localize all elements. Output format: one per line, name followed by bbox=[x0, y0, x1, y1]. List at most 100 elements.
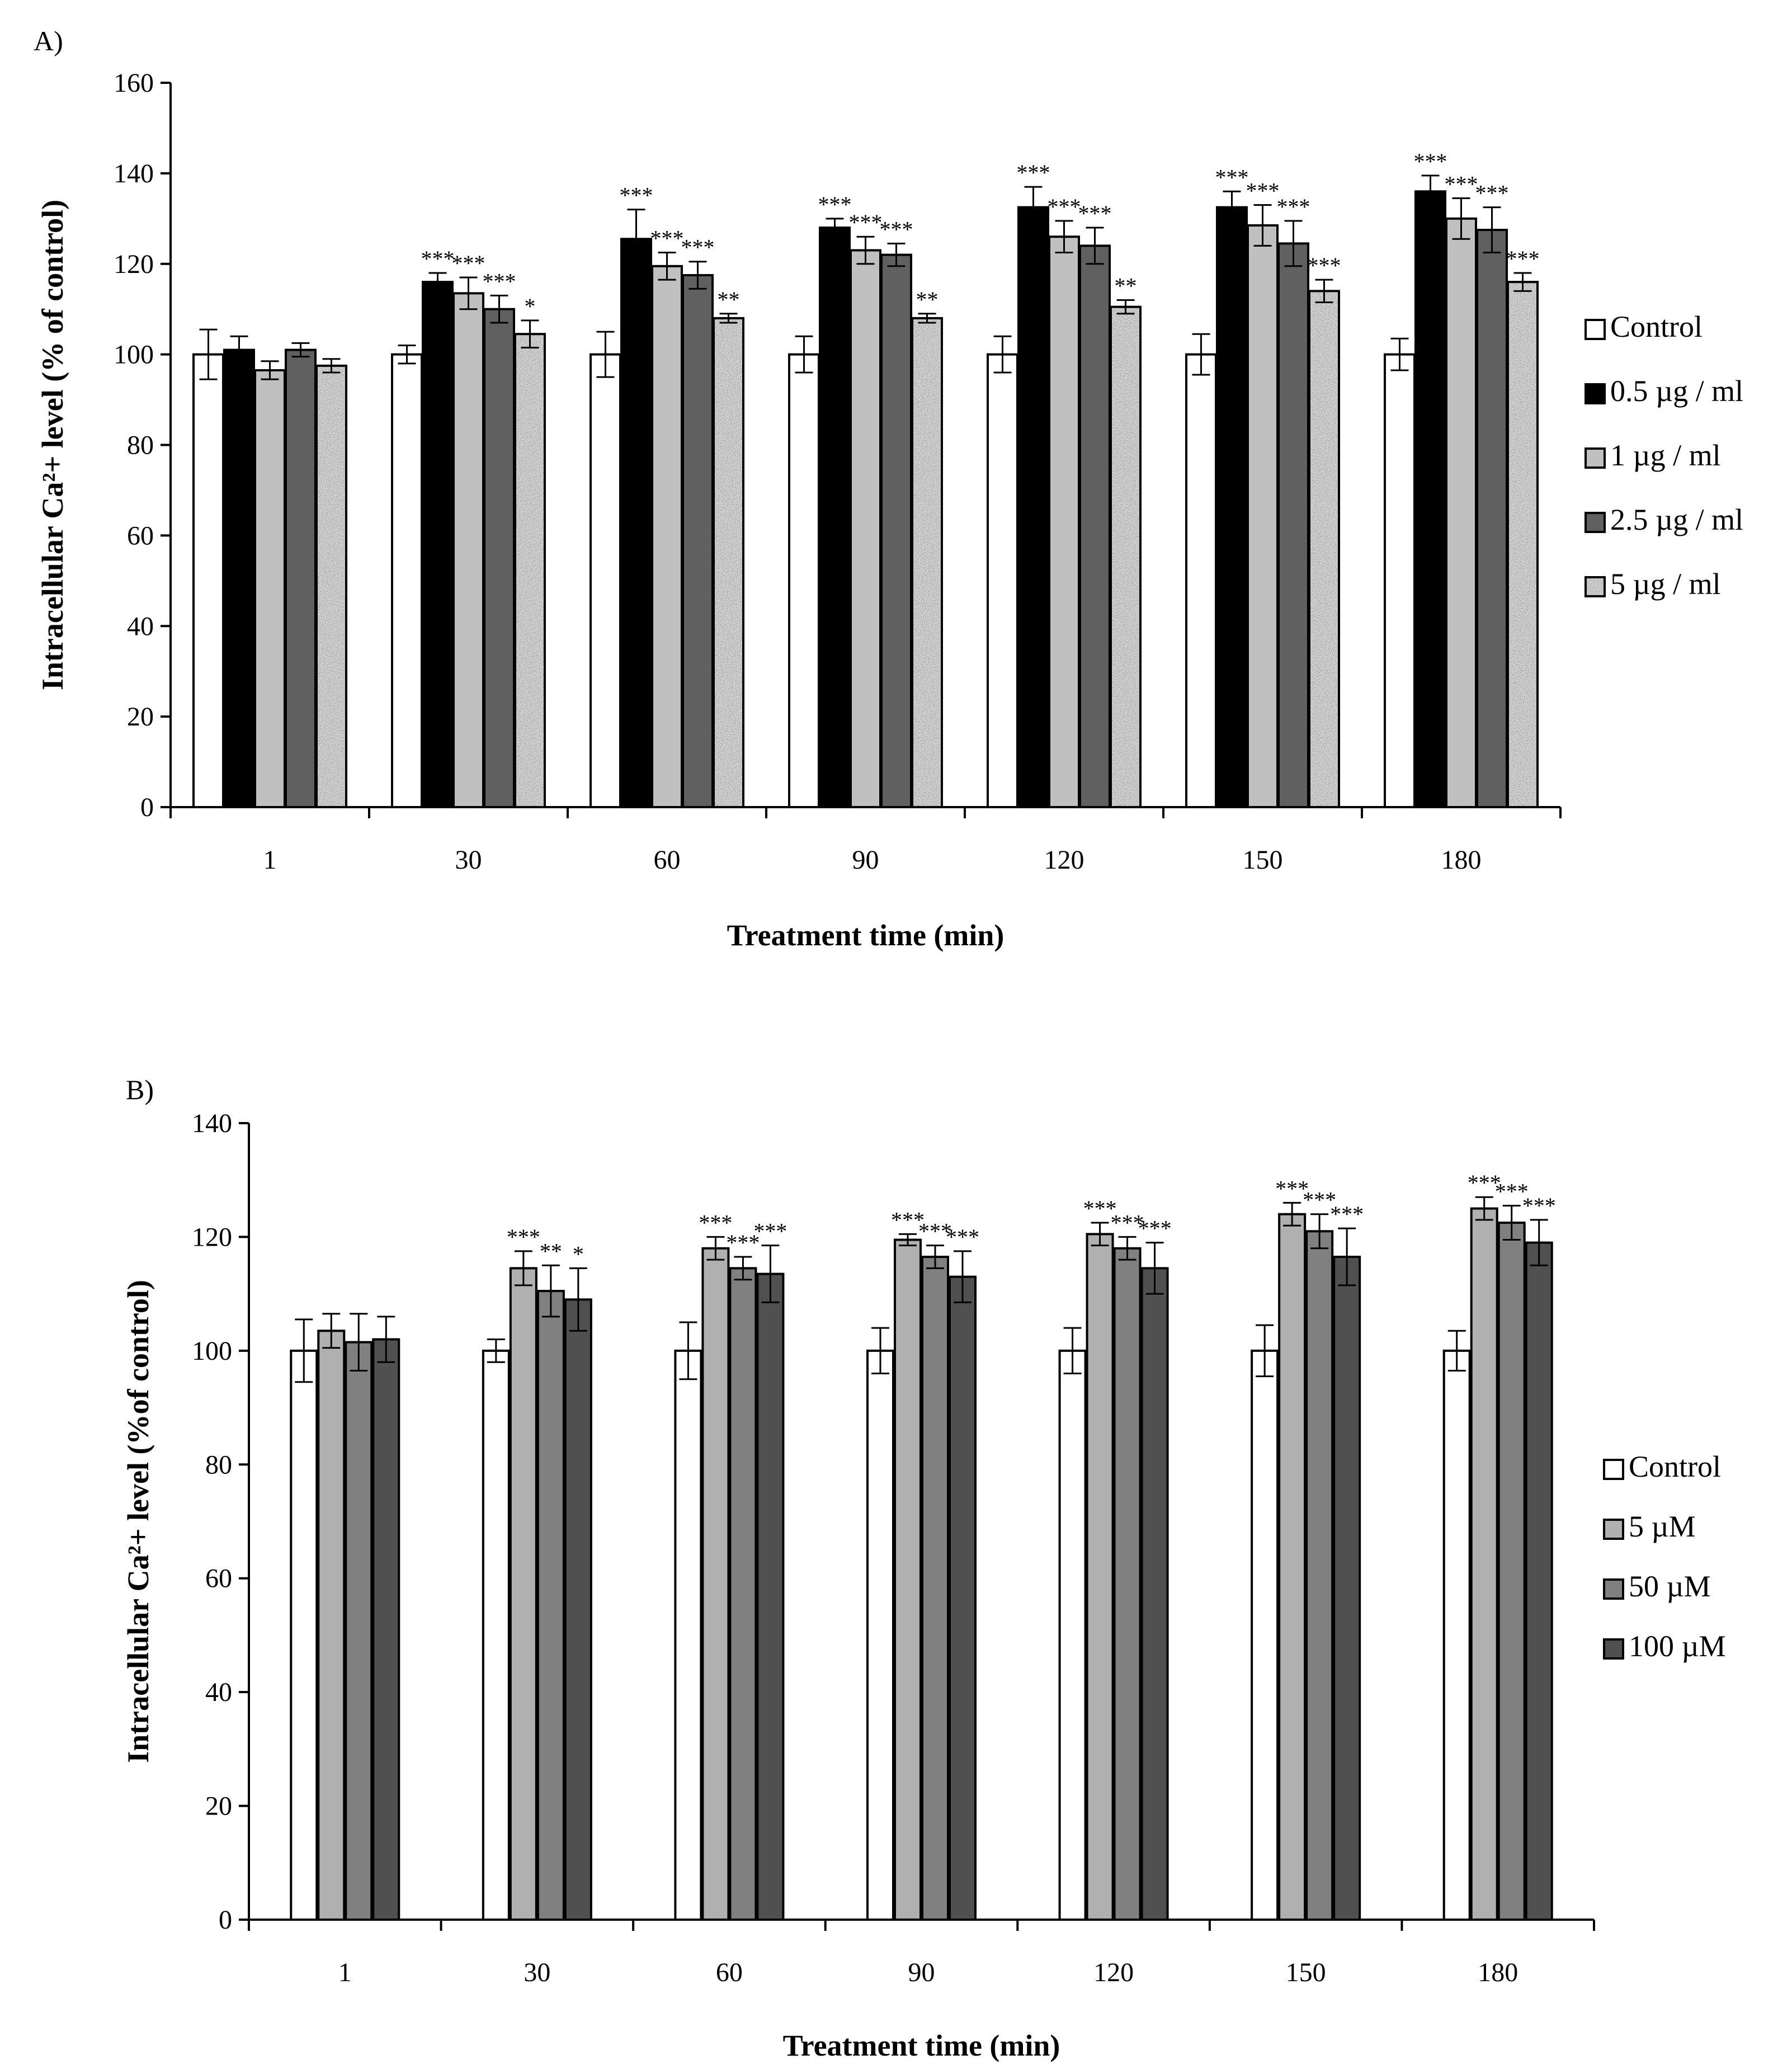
significance-marker: *** bbox=[1414, 149, 1447, 174]
legend-swatch bbox=[1603, 1578, 1624, 1600]
x-axis-title: Treatment time (min) bbox=[727, 918, 1005, 952]
x-tick-label: 120 bbox=[1044, 845, 1084, 875]
bar bbox=[894, 1238, 922, 1921]
significance-marker: *** bbox=[1083, 1196, 1117, 1221]
legend-swatch bbox=[1584, 447, 1606, 469]
bar bbox=[987, 353, 1018, 808]
x-tick-label: 30 bbox=[455, 845, 482, 875]
y-tick-label: 140 bbox=[192, 1109, 232, 1138]
y-axis-title: Intracellular Ca²+ level (% of control) bbox=[36, 200, 69, 690]
legend-swatch bbox=[1584, 576, 1606, 597]
panel-label: B) bbox=[126, 1074, 154, 1105]
y-tick-label: 100 bbox=[192, 1336, 232, 1366]
bar bbox=[1308, 290, 1340, 808]
significance-marker: *** bbox=[620, 183, 653, 208]
bar bbox=[682, 274, 714, 808]
significance-marker: *** bbox=[1468, 1170, 1501, 1195]
bar bbox=[1414, 190, 1446, 808]
significance-marker: *** bbox=[918, 1219, 952, 1244]
bar bbox=[1058, 1349, 1087, 1921]
bar bbox=[192, 353, 224, 808]
bar bbox=[1140, 1267, 1169, 1921]
significance-marker: * bbox=[525, 294, 536, 319]
legend-swatch bbox=[1603, 1519, 1624, 1540]
legend-swatch bbox=[1584, 319, 1606, 340]
legend-label: 100 µM bbox=[1629, 1629, 1726, 1663]
x-axis-title: Treatment time (min) bbox=[783, 2029, 1060, 2062]
bar bbox=[1333, 1256, 1361, 1921]
bar bbox=[509, 1267, 537, 1921]
bar bbox=[674, 1349, 702, 1921]
x-tick-label: 180 bbox=[1478, 1958, 1518, 1987]
bar bbox=[1470, 1207, 1498, 1921]
bar bbox=[1277, 242, 1309, 808]
bar bbox=[921, 1256, 949, 1921]
significance-marker: *** bbox=[849, 210, 883, 235]
bar bbox=[1525, 1241, 1553, 1921]
bar bbox=[1048, 235, 1080, 808]
x-tick-label: 150 bbox=[1243, 845, 1283, 875]
bar bbox=[564, 1298, 592, 1921]
y-tick-label: 0 bbox=[219, 1905, 232, 1935]
bar bbox=[1384, 353, 1416, 808]
y-tick-label: 60 bbox=[127, 521, 154, 550]
legend-swatch bbox=[1603, 1459, 1624, 1480]
x-tick-label: 1 bbox=[338, 1958, 352, 1987]
significance-marker: ** bbox=[916, 287, 939, 312]
significance-marker: *** bbox=[880, 216, 913, 242]
bar bbox=[1278, 1213, 1307, 1921]
legend-label: 0.5 µg / ml bbox=[1610, 374, 1743, 408]
legend-label: 2.5 µg / ml bbox=[1610, 503, 1743, 536]
bar bbox=[756, 1272, 785, 1921]
bar bbox=[1185, 353, 1217, 808]
chart-panel-a: A) 0 20 40 60 80 100 120 140 160 1 30 60 90 120 150 180 T… bbox=[34, 25, 1743, 952]
bar bbox=[1476, 229, 1508, 808]
significance-marker: *** bbox=[1303, 1187, 1336, 1213]
significance-marker: *** bbox=[1215, 164, 1249, 190]
x-tick-label: 150 bbox=[1286, 1958, 1326, 1987]
significance-marker: *** bbox=[1308, 253, 1341, 278]
significance-marker: *** bbox=[421, 246, 455, 271]
x-tick-label: 90 bbox=[852, 845, 879, 875]
bar bbox=[345, 1341, 373, 1921]
y-tick-label: 20 bbox=[205, 1792, 232, 1821]
legend-label: 1 µg / ml bbox=[1610, 439, 1721, 472]
bar bbox=[1017, 206, 1049, 808]
significance-marker: *** bbox=[726, 1230, 760, 1255]
legend-label: Control bbox=[1629, 1450, 1721, 1483]
bar bbox=[483, 308, 515, 808]
bar bbox=[1507, 281, 1539, 808]
significance-marker: *** bbox=[1495, 1179, 1529, 1204]
bar bbox=[223, 348, 255, 808]
bar bbox=[315, 364, 347, 808]
legend-label: 50 µM bbox=[1629, 1570, 1711, 1603]
legend-swatch bbox=[1584, 383, 1606, 404]
significance-marker: *** bbox=[1138, 1216, 1172, 1241]
significance-marker: *** bbox=[891, 1207, 925, 1232]
bar bbox=[1305, 1230, 1334, 1921]
bar bbox=[1079, 244, 1111, 808]
significance-marker: *** bbox=[1017, 160, 1050, 185]
bar bbox=[788, 353, 820, 808]
x-tick-label: 1 bbox=[263, 845, 277, 875]
significance-marker: *** bbox=[1078, 201, 1112, 226]
x-tick-label: 180 bbox=[1441, 845, 1482, 875]
bar bbox=[850, 249, 881, 808]
significance-marker: ** bbox=[540, 1238, 562, 1264]
significance-marker: *** bbox=[452, 251, 485, 276]
bar bbox=[372, 1338, 400, 1921]
legend-swatch bbox=[1603, 1638, 1624, 1660]
significance-marker: ** bbox=[1115, 274, 1137, 299]
legend-swatch bbox=[1584, 512, 1606, 533]
significance-marker: *** bbox=[1111, 1210, 1144, 1235]
significance-marker: *** bbox=[1048, 194, 1081, 219]
bar bbox=[911, 317, 943, 808]
bar bbox=[452, 292, 484, 808]
bar bbox=[317, 1330, 346, 1921]
bar bbox=[590, 353, 621, 808]
significance-marker: *** bbox=[507, 1224, 540, 1250]
significance-marker: *** bbox=[1275, 1176, 1309, 1201]
y-tick-label: 0 bbox=[140, 793, 154, 822]
x-tick-label: 120 bbox=[1093, 1958, 1134, 1987]
significance-marker: *** bbox=[1330, 1201, 1364, 1227]
